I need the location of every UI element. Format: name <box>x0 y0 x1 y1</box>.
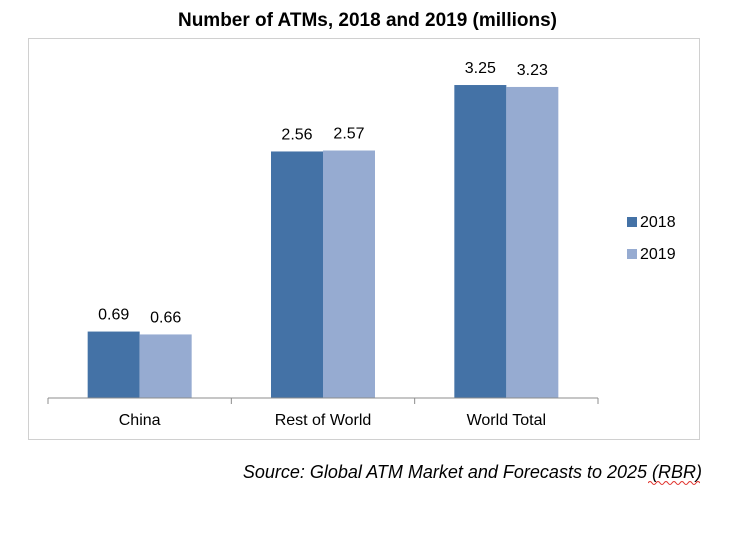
source-note: Source: Global ATM Market and Forecasts … <box>242 462 702 482</box>
bar-2018-china <box>87 331 140 398</box>
legend-label-2018: 2018 <box>640 214 676 231</box>
bars-layer <box>87 85 559 399</box>
legend-swatch-2018 <box>627 217 637 227</box>
legend-swatch-2019 <box>627 249 637 259</box>
spellcheck-underline-icon <box>648 481 700 485</box>
x-tick-label: China <box>119 412 161 429</box>
data-label: 2.56 <box>281 126 312 143</box>
data-label: 2.57 <box>333 126 364 143</box>
bar-2019-rest-of-world <box>323 150 375 398</box>
bar-2019-china <box>139 334 192 398</box>
data-label: 3.25 <box>465 60 496 77</box>
data-labels: 0.69 0.66 2.56 2.57 3.25 3.23 <box>98 60 548 326</box>
chart-frame <box>28 38 700 440</box>
legend-label-2019: 2019 <box>640 246 676 263</box>
chart-title: Number of ATMs, 2018 and 2019 (millions) <box>177 10 558 31</box>
legend: 2018 2019 <box>627 214 676 263</box>
data-label: 0.66 <box>150 309 181 326</box>
x-axis: China Rest of World World Total <box>47 397 599 429</box>
data-label: 0.69 <box>98 307 129 324</box>
x-tick-label: World Total <box>467 412 546 429</box>
bar-2019-world-total <box>506 86 559 399</box>
bar-2018-world-total <box>454 85 507 399</box>
bar-2018-rest-of-world <box>271 151 323 398</box>
x-tick-label: Rest of World <box>275 412 372 429</box>
data-label: 3.23 <box>517 62 548 79</box>
